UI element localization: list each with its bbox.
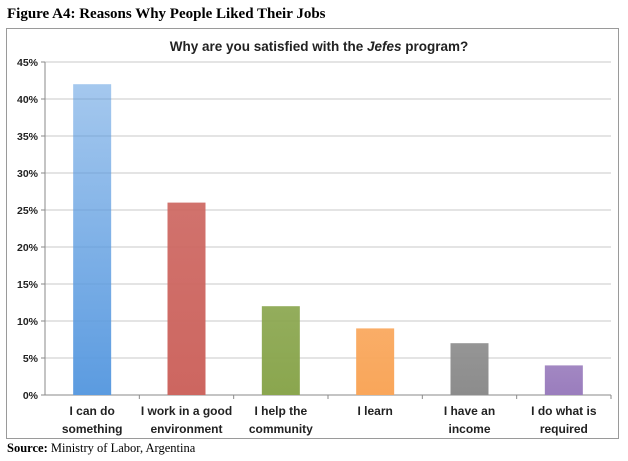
x-tick-label: I work in a good bbox=[141, 404, 232, 418]
figure-title: Figure A4: Reasons Why People Liked Thei… bbox=[7, 6, 326, 22]
bar bbox=[544, 365, 583, 395]
chart-title-part-3: program? bbox=[402, 39, 469, 54]
y-tick-label: 0% bbox=[23, 390, 39, 402]
y-tick-label: 20% bbox=[17, 242, 39, 254]
x-tick-label: something bbox=[62, 422, 123, 436]
x-tick-label: income bbox=[448, 422, 490, 436]
y-tick-label: 35% bbox=[17, 131, 39, 143]
x-axis-labels: I can do something I work in a good environ… bbox=[62, 395, 612, 436]
chart-title-part-1: Why are you satisfied with the bbox=[170, 39, 367, 54]
source-text: Ministry of Labor, Argentina bbox=[50, 441, 196, 455]
x-tick-label: I learn bbox=[357, 404, 392, 418]
y-tick-label: 30% bbox=[17, 168, 39, 180]
bars bbox=[73, 84, 583, 395]
x-tick-label: I do what is bbox=[531, 404, 597, 418]
bar bbox=[356, 328, 395, 395]
y-tick-label: 25% bbox=[17, 205, 39, 217]
gridlines bbox=[45, 61, 611, 396]
chart-title-emphasis: Jefes bbox=[367, 39, 402, 54]
bar bbox=[450, 343, 489, 395]
x-tick-label: I have an bbox=[444, 404, 495, 418]
source-note: Source: Ministry of Labor, Argentina bbox=[7, 441, 195, 456]
x-tick-label: required bbox=[540, 422, 588, 436]
bar-chart: Why are you satisfied with the Jefes pro… bbox=[17, 39, 612, 436]
bar bbox=[261, 306, 300, 395]
bar bbox=[167, 202, 206, 395]
y-tick-label: 10% bbox=[17, 316, 39, 328]
y-tick-label: 40% bbox=[17, 94, 39, 106]
x-tick-label: environment bbox=[150, 422, 222, 436]
y-tick-label: 45% bbox=[17, 57, 39, 69]
y-tick-label: 15% bbox=[17, 279, 39, 291]
x-tick-label: community bbox=[249, 422, 313, 436]
x-tick-label: I can do bbox=[69, 404, 114, 418]
chart-frame: Why are you satisfied with the Jefes pro… bbox=[6, 28, 619, 439]
y-axis: 0% 5% 10% 15% 20% 25% 30% 35% 40% 45% bbox=[17, 57, 46, 402]
bar bbox=[73, 84, 112, 395]
chart-title: Why are you satisfied with the Jefes pro… bbox=[170, 39, 469, 54]
source-label: Source: bbox=[7, 441, 48, 455]
x-tick-label: I help the bbox=[254, 404, 307, 418]
y-tick-label: 5% bbox=[23, 353, 39, 365]
